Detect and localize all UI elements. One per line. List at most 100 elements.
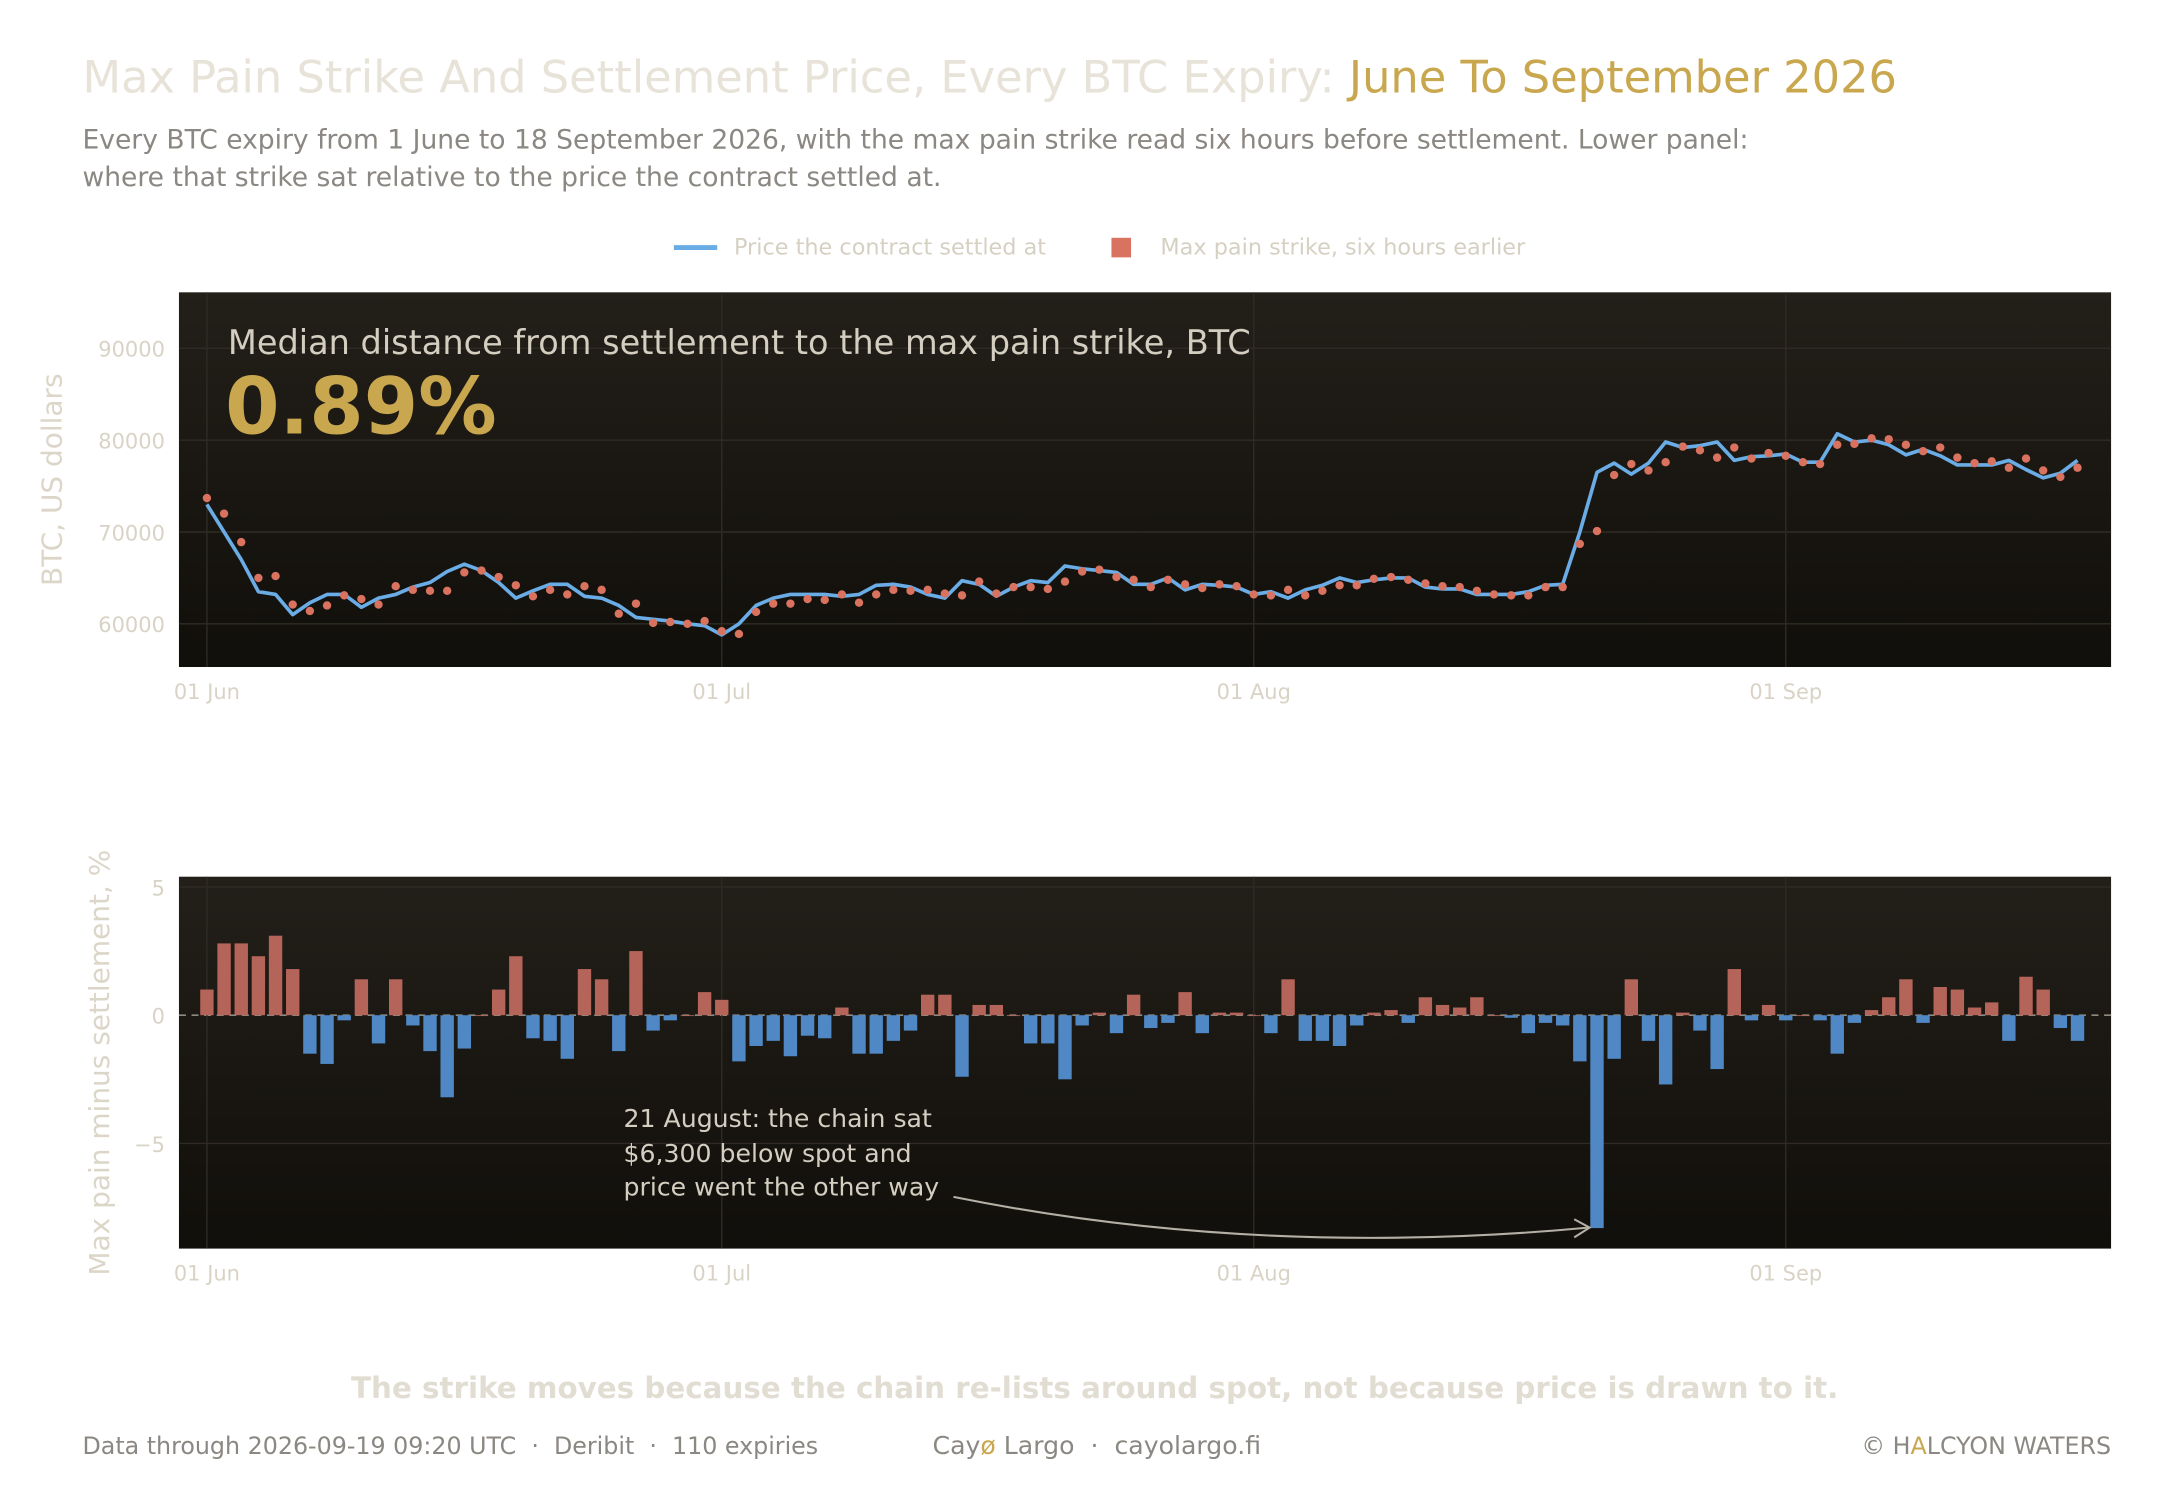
max-pain-dot [1953, 453, 1962, 462]
max-pain-dot [1506, 591, 1516, 600]
max-pain-dot [940, 589, 950, 598]
copyright-text: © H [1861, 1432, 1910, 1460]
max-pain-dot [1609, 470, 1619, 480]
difference-bar [629, 951, 643, 1016]
max-pain-dot [580, 581, 589, 591]
max-pain-dot [1987, 457, 1996, 466]
max-pain-dot [563, 590, 572, 599]
plot-background [178, 876, 2112, 1249]
max-pain-dot [1815, 459, 1825, 469]
difference-bar [320, 1015, 334, 1064]
difference-bar [1350, 1015, 1364, 1026]
plots: 60000 70000 80000 90000 01 Jun 01 Jul 01 Aug 01… [98, 292, 2112, 1286]
max-pain-dot [1112, 572, 1121, 582]
max-pain-dot [1833, 440, 1842, 449]
max-pain-dot [1884, 435, 1893, 444]
difference-bar [1332, 1015, 1347, 1046]
difference-bar [1933, 986, 1947, 1016]
max-pain-dot [648, 618, 658, 628]
difference-bar [800, 1015, 815, 1036]
max-pain-dot [1043, 584, 1053, 594]
max-pain-dot [734, 629, 744, 639]
annotation-arrow [953, 1195, 1589, 1239]
max-pain-dot [254, 573, 263, 583]
difference-bar [1779, 1015, 1793, 1021]
max-pain-dot [1095, 565, 1104, 574]
max-pain-dot [1438, 581, 1447, 591]
title-highlight: June To September 2026 [1346, 50, 1897, 103]
max-pain-dot [974, 577, 984, 586]
max-pain-dot [1747, 454, 1756, 463]
difference-bar [388, 979, 403, 1016]
difference-bar [955, 1015, 969, 1077]
difference-bar [1882, 997, 1896, 1016]
difference-bar [663, 1015, 677, 1021]
difference-bar [1658, 1015, 1673, 1085]
max-pain-dot [1335, 581, 1344, 590]
x-tick-label: 01 Jul [692, 680, 751, 704]
subtitle: where that strike sat relative to the pr… [82, 162, 941, 193]
footer-brand: Cayø Largo · cayolargo.fi [933, 1431, 1262, 1460]
brand-mark: ø [980, 1431, 995, 1460]
difference-bar [646, 1015, 660, 1031]
max-pain-dot [803, 594, 812, 604]
difference-bar [286, 969, 300, 1016]
difference-bar [2002, 1015, 2016, 1041]
max-pain-dot [1455, 582, 1464, 592]
difference-bar [886, 1015, 901, 1041]
max-pain-dot [1558, 582, 1567, 592]
y-axis-label: Max pain minus settlement, % [83, 850, 116, 1276]
difference-bar [337, 1015, 351, 1021]
annotation-arrowhead [1573, 1218, 1592, 1239]
difference-bar [852, 1015, 866, 1054]
difference-bar [1109, 1015, 1124, 1034]
max-pain-dot [1730, 443, 1739, 452]
max-pain-dot [1129, 575, 1138, 584]
y-tick-label: 90000 [98, 338, 165, 362]
max-pain-dot [1060, 577, 1070, 586]
max-pain-dot [820, 595, 829, 605]
difference-bar [749, 1015, 763, 1046]
difference-bar [869, 1015, 883, 1054]
max-pain-dot [1541, 582, 1550, 592]
max-pain-dot [1918, 447, 1928, 456]
max-pain-dot [322, 601, 332, 610]
difference-bar [1676, 1012, 1690, 1016]
max-pain-dot [992, 589, 1001, 598]
difference-bar [1624, 979, 1639, 1016]
y-tick-label: −5 [134, 1133, 165, 1157]
difference-bar [526, 1015, 540, 1039]
max-pain-dot [528, 592, 538, 601]
difference-bar [1710, 1015, 1724, 1070]
brand-text: Largo · cayolargo.fi [996, 1431, 1261, 1460]
difference-bar [938, 994, 952, 1016]
difference-bar [680, 1015, 695, 1017]
x-tick-label: 01 Jun [174, 680, 240, 704]
max-pain-dot [2004, 463, 2014, 472]
max-pain-dot [1386, 572, 1396, 582]
max-pain-dot [837, 590, 847, 599]
difference-bar [1487, 1015, 1501, 1017]
x-tick-label: 01 Jul [692, 1262, 751, 1286]
difference-bar [200, 989, 214, 1016]
difference-bar [1144, 1015, 1158, 1029]
difference-bar [474, 1015, 489, 1017]
max-pain-dot [1901, 440, 1911, 449]
max-pain-dot [511, 581, 521, 590]
difference-bar [2036, 989, 2050, 1016]
max-pain-dot [1627, 459, 1636, 469]
difference-bar [2019, 976, 2033, 1016]
max-pain-dot [700, 616, 709, 626]
max-pain-dot [340, 591, 349, 600]
max-pain-dot [357, 594, 366, 604]
difference-bar [457, 1015, 472, 1049]
difference-bar [1813, 1015, 1827, 1021]
difference-bar [543, 1015, 557, 1041]
max-pain-dot [1249, 590, 1258, 599]
max-pain-dot [1232, 581, 1241, 591]
title: Max Pain Strike And Settlement Price, Ev… [82, 50, 1896, 103]
difference-bar [903, 1015, 918, 1031]
difference-bar [612, 1015, 626, 1052]
difference-bar [440, 1015, 454, 1098]
